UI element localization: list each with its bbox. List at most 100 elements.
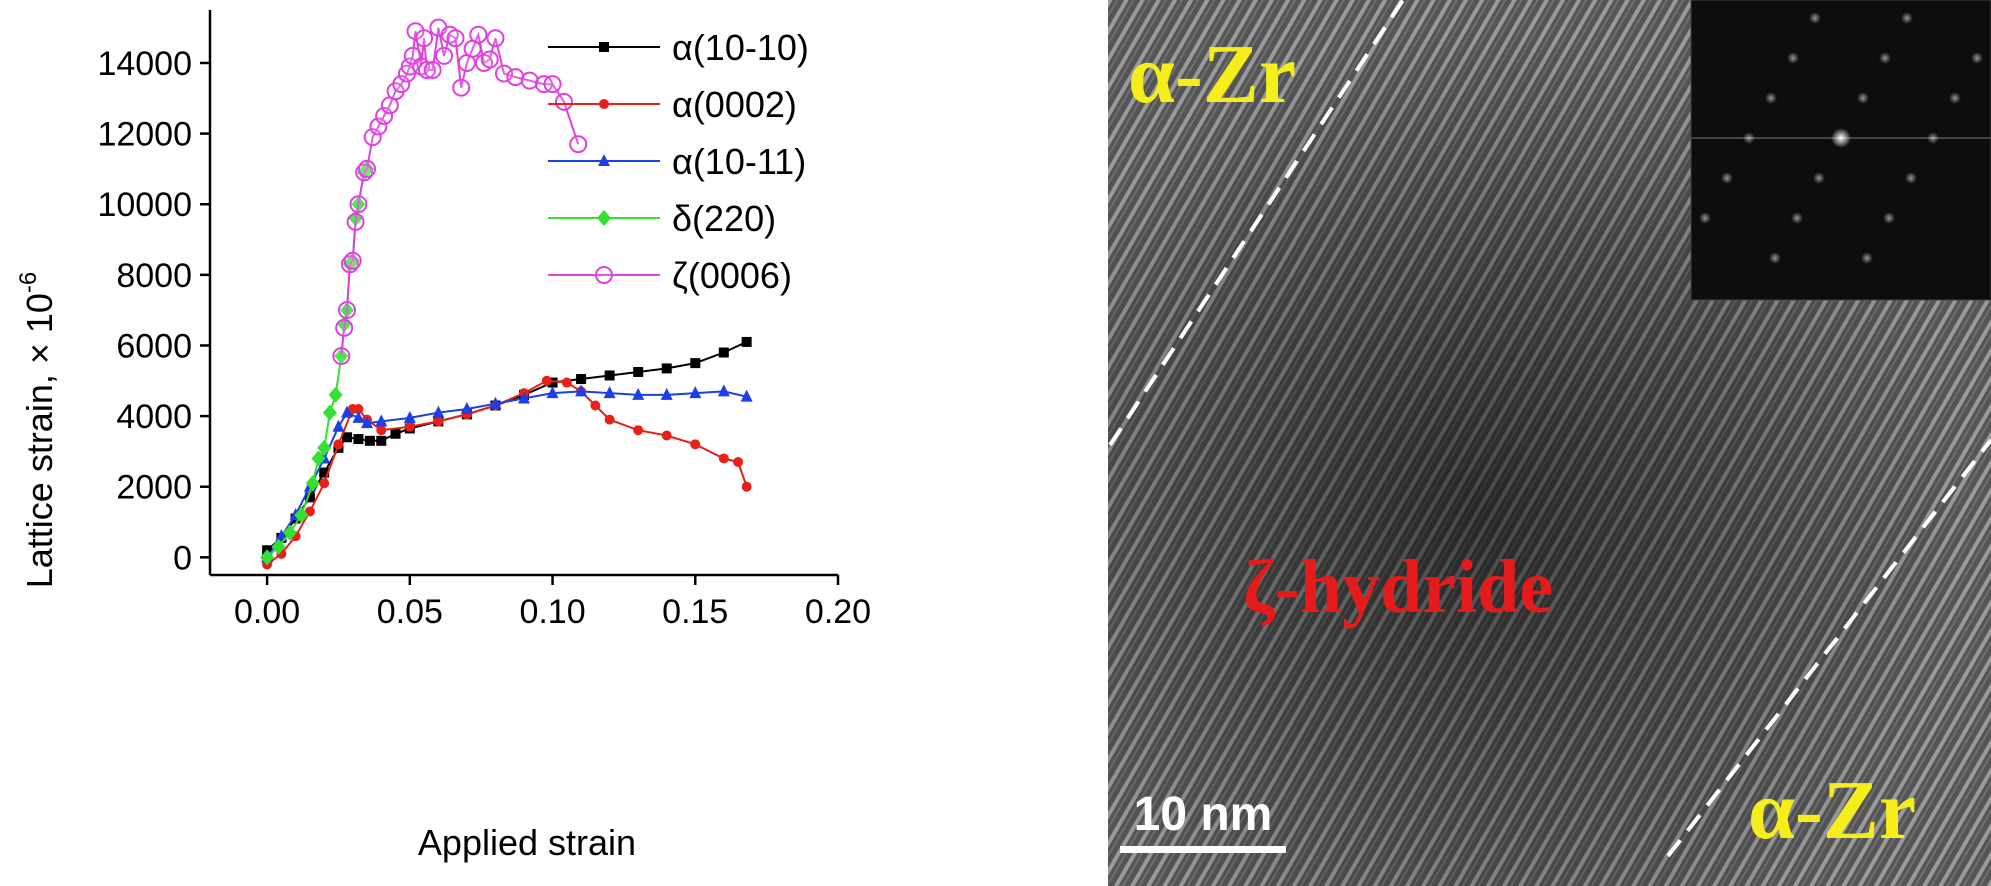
data-point [369,117,388,136]
legend: α(10-10) α(0002) α(10-11) δ(220) ζ(0006) [548,27,809,296]
data-point [469,25,488,44]
data-point [415,29,434,48]
fft-diffraction-spot [1769,252,1781,264]
interface-line-lower [1666,438,1991,858]
scale-bar-label: 10 nm [1134,788,1273,841]
data-point [633,366,644,377]
y-tick-label: 0 [173,539,192,577]
x-axis-ticks: 0.00 0.05 0.10 0.15 0.20 [234,575,871,631]
fft-diffraction-spot [1743,132,1755,144]
hrtem-micrograph: α-Zr ζ-hydride α-Zr 10 nm [1108,0,1991,886]
legend-label: α(10-11) [672,141,806,182]
fft-diffraction-spot [1927,132,1939,144]
fft-diffraction-spot [1971,52,1983,64]
y-axis-ticks: 0 2000 4000 6000 8000 10000 12000 14000 [97,45,210,577]
fft-diffraction-spot [1787,52,1799,64]
y-tick-label: 12000 [97,116,192,154]
data-point [480,50,499,69]
data-point [328,386,343,403]
fft-diffraction-spot [1949,92,1961,104]
x-tick-label: 0.10 [519,593,585,631]
data-point [364,435,375,446]
legend-marker [595,266,613,284]
y-axis-label-exponent: -6 [15,272,42,293]
data-point [741,481,752,492]
series-layer [260,18,753,570]
series-line [340,27,580,357]
data-point [452,78,471,97]
data-point [271,538,286,555]
x-tick-label: 0.15 [662,593,728,631]
data-point [661,430,672,441]
fft-diffraction-spot [1721,172,1733,184]
plot-frame [208,10,838,577]
legend-label: ζ(0006) [672,255,792,296]
series-line [266,379,748,566]
scale-bar: 10 nm [1120,788,1286,853]
fft-diffraction-spot [1883,212,1895,224]
data-point [319,478,330,489]
legend-entry: α(10-10) [548,27,809,68]
data-point [332,347,351,366]
data-point [338,301,357,320]
data-point [294,506,309,523]
data-point [740,389,753,402]
y-tick-label: 10000 [97,186,192,224]
data-point [417,61,436,80]
fft-diffraction-spot [1901,12,1913,24]
data-point [603,386,616,399]
data-point [543,75,562,94]
fft-inset [1690,0,1991,301]
data-point [322,404,337,421]
data-point [717,384,730,397]
y-tick-label: 6000 [116,327,192,365]
legend-entry: ζ(0006) [548,255,792,296]
data-point [690,358,701,369]
data-point [690,439,701,450]
data-point [282,524,297,541]
data-point [576,374,587,385]
data-point [317,439,332,456]
data-point [460,402,473,415]
data-point [353,434,364,445]
data-point [404,421,415,432]
data-point [718,453,729,464]
data-point [435,46,454,65]
series-line [266,390,747,558]
data-point [332,419,345,432]
fft-diffraction-spot [1765,92,1777,104]
alpha-zr-label-top-left: α-Zr [1128,28,1296,121]
series-4 [332,18,588,366]
x-tick-label: 0.00 [234,593,300,631]
y-tick-label: 8000 [116,257,192,295]
fft-diffraction-spot [1699,212,1711,224]
data-point [446,29,465,48]
legend-marker [597,210,611,226]
data-point [361,416,373,429]
data-point [390,428,401,439]
data-point [305,475,320,492]
data-point [353,404,364,415]
data-point [319,467,330,478]
data-point [486,29,505,48]
data-point [363,128,382,147]
data-point [590,400,601,411]
data-point [733,457,744,467]
legend-entry: α(0002) [548,84,797,125]
fft-diffraction-spot [1791,212,1803,224]
data-point [333,439,344,450]
fft-diffraction-spot [1879,52,1891,64]
x-axis-label: Applied strain [418,822,636,863]
data-point [661,363,672,374]
data-point [343,251,362,270]
y-axis-label: Lattice strain, × 10-6 [15,272,60,589]
x-tick-label: 0.20 [805,593,871,631]
legend-marker [599,99,609,109]
data-point [376,425,387,436]
data-point [358,159,376,178]
data-point [403,410,416,423]
data-point [569,135,588,154]
data-point [489,396,502,409]
data-point [561,377,572,388]
y-tick-label: 14000 [97,45,192,83]
